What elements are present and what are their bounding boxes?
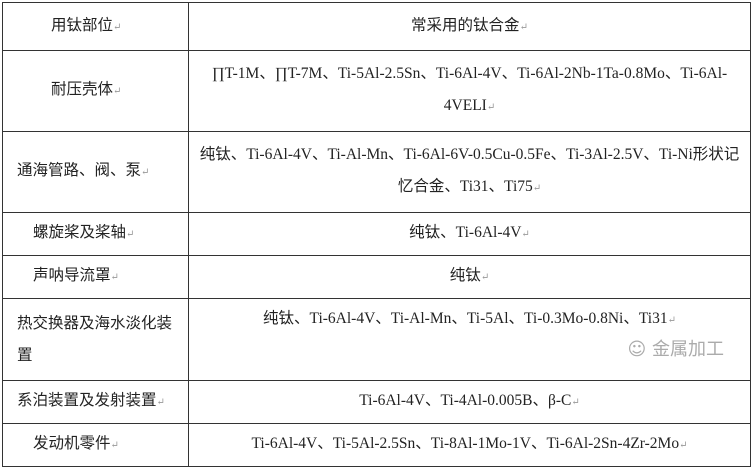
row-alloys: 纯钛↵ [188,255,751,299]
row-part-text: 螺旋桨及桨轴 [33,224,127,241]
watermark-text: 金属加工 [652,339,724,360]
row-alloys-text: ∏T-1M、∏T-7M、Ti-5Al-2.5Sn、Ti-6Al-4V、Ti-6A… [211,65,728,114]
row-alloys: 纯钛、Ti-6Al-4V、Ti-Al-Mn、Ti-6Al-6V-0.5Cu-0.… [188,131,751,213]
row-alloys: ∏T-1M、∏T-7M、Ti-5Al-2.5Sn、Ti-6Al-4V、Ti-6A… [188,50,751,132]
row-alloys: 纯钛、Ti-6Al-4V↵ [188,212,751,256]
table-row: 发动机零件↵ Ti-6Al-4V、Ti-5Al-2.5Sn、Ti-8Al-1Mo… [2,423,751,467]
paragraph-mark: ↵ [486,102,496,113]
row-part-text: 耐压壳体 [51,81,114,98]
wechat-icon: ☺ [627,339,647,360]
paragraph-mark: ↵ [480,272,490,283]
row-alloys-text: 纯钛 [449,267,481,284]
paragraph-mark: ↵ [156,397,165,408]
table-row: 声呐导流罩↵ 纯钛↵ [2,255,751,299]
row-part: 耐压壳体↵ [2,50,189,132]
row-part-text: 声呐导流罩 [33,267,111,284]
row-alloys-text: 纯钛、Ti-6Al-4V、Ti-Al-Mn、Ti-5Al、Ti-0.3Mo-0.… [263,310,668,327]
row-alloys: Ti-6Al-4V、Ti-5Al-2.5Sn、Ti-8Al-1Mo-1V、Ti-… [188,423,751,467]
row-part-text: 热交换器及海水淡化装置 [17,314,173,364]
table-row: 系泊装置及发射装置↵ Ti-6Al-4V、Ti-4Al-0.005B、β-C↵ [2,380,751,424]
paragraph-mark: ↵ [519,21,528,33]
row-part-text: 发动机零件 [33,435,111,452]
row-part: 热交换器及海水淡化装置 [2,298,189,381]
row-alloys: 纯钛、Ti-6Al-4V、Ti-Al-Mn、Ti-5Al、Ti-0.3Mo-0.… [188,298,751,381]
paragraph-mark: ↵ [126,229,135,240]
watermark: ☺ 金属加工 [195,337,744,363]
row-part: 通海管路、阀、泵↵ [2,131,189,213]
row-alloys: Ti-6Al-4V、Ti-4Al-0.005B、β-C↵ [188,380,751,424]
paragraph-mark: ↵ [679,440,688,451]
row-alloys-text: 纯钛、Ti-6Al-4V、Ti-Al-Mn、Ti-6Al-6V-0.5Cu-0.… [199,146,740,195]
paragraph-mark: ↵ [532,183,542,194]
row-part-text: 通海管路、阀、泵 [17,162,142,179]
paragraph-mark: ↵ [667,315,676,326]
paragraph-mark: ↵ [141,167,150,178]
table-row: 螺旋桨及桨轴↵ 纯钛、Ti-6Al-4V↵ [2,212,751,256]
row-alloys-text: 纯钛、Ti-6Al-4V [409,224,522,241]
header-alloys-text: 常采用的钛合金 [411,16,520,34]
paragraph-mark: ↵ [113,21,122,33]
paragraph-mark: ↵ [571,397,580,408]
table-row: 通海管路、阀、泵↵ 纯钛、Ti-6Al-4V、Ti-Al-Mn、Ti-6Al-6… [2,131,751,213]
table-row: 耐压壳体↵ ∏T-1M、∏T-7M、Ti-5Al-2.5Sn、Ti-6Al-4V… [2,50,751,132]
row-part: 螺旋桨及桨轴↵ [2,212,189,256]
header-part-text: 用钛部位 [51,16,114,34]
row-part: 系泊装置及发射装置↵ [2,380,189,424]
paragraph-mark: ↵ [110,440,119,451]
header-part: 用钛部位↵ [2,2,189,51]
row-part: 声呐导流罩↵ [2,255,189,299]
paragraph-mark: ↵ [521,229,530,240]
row-part: 发动机零件↵ [2,423,189,467]
header-alloys: 常采用的钛合金↵ [188,2,751,51]
table-row: 热交换器及海水淡化装置 纯钛、Ti-6Al-4V、Ti-Al-Mn、Ti-5Al… [2,298,751,381]
table-header-row: 用钛部位↵ 常采用的钛合金↵ [2,2,751,51]
paragraph-mark: ↵ [110,272,119,283]
row-alloys-text: Ti-6Al-4V、Ti-5Al-2.5Sn、Ti-8Al-1Mo-1V、Ti-… [251,435,680,452]
paragraph-mark: ↵ [113,86,122,97]
row-part-text: 系泊装置及发射装置 [17,392,157,409]
row-alloys-text: Ti-6Al-4V、Ti-4Al-0.005B、β-C [359,392,572,409]
